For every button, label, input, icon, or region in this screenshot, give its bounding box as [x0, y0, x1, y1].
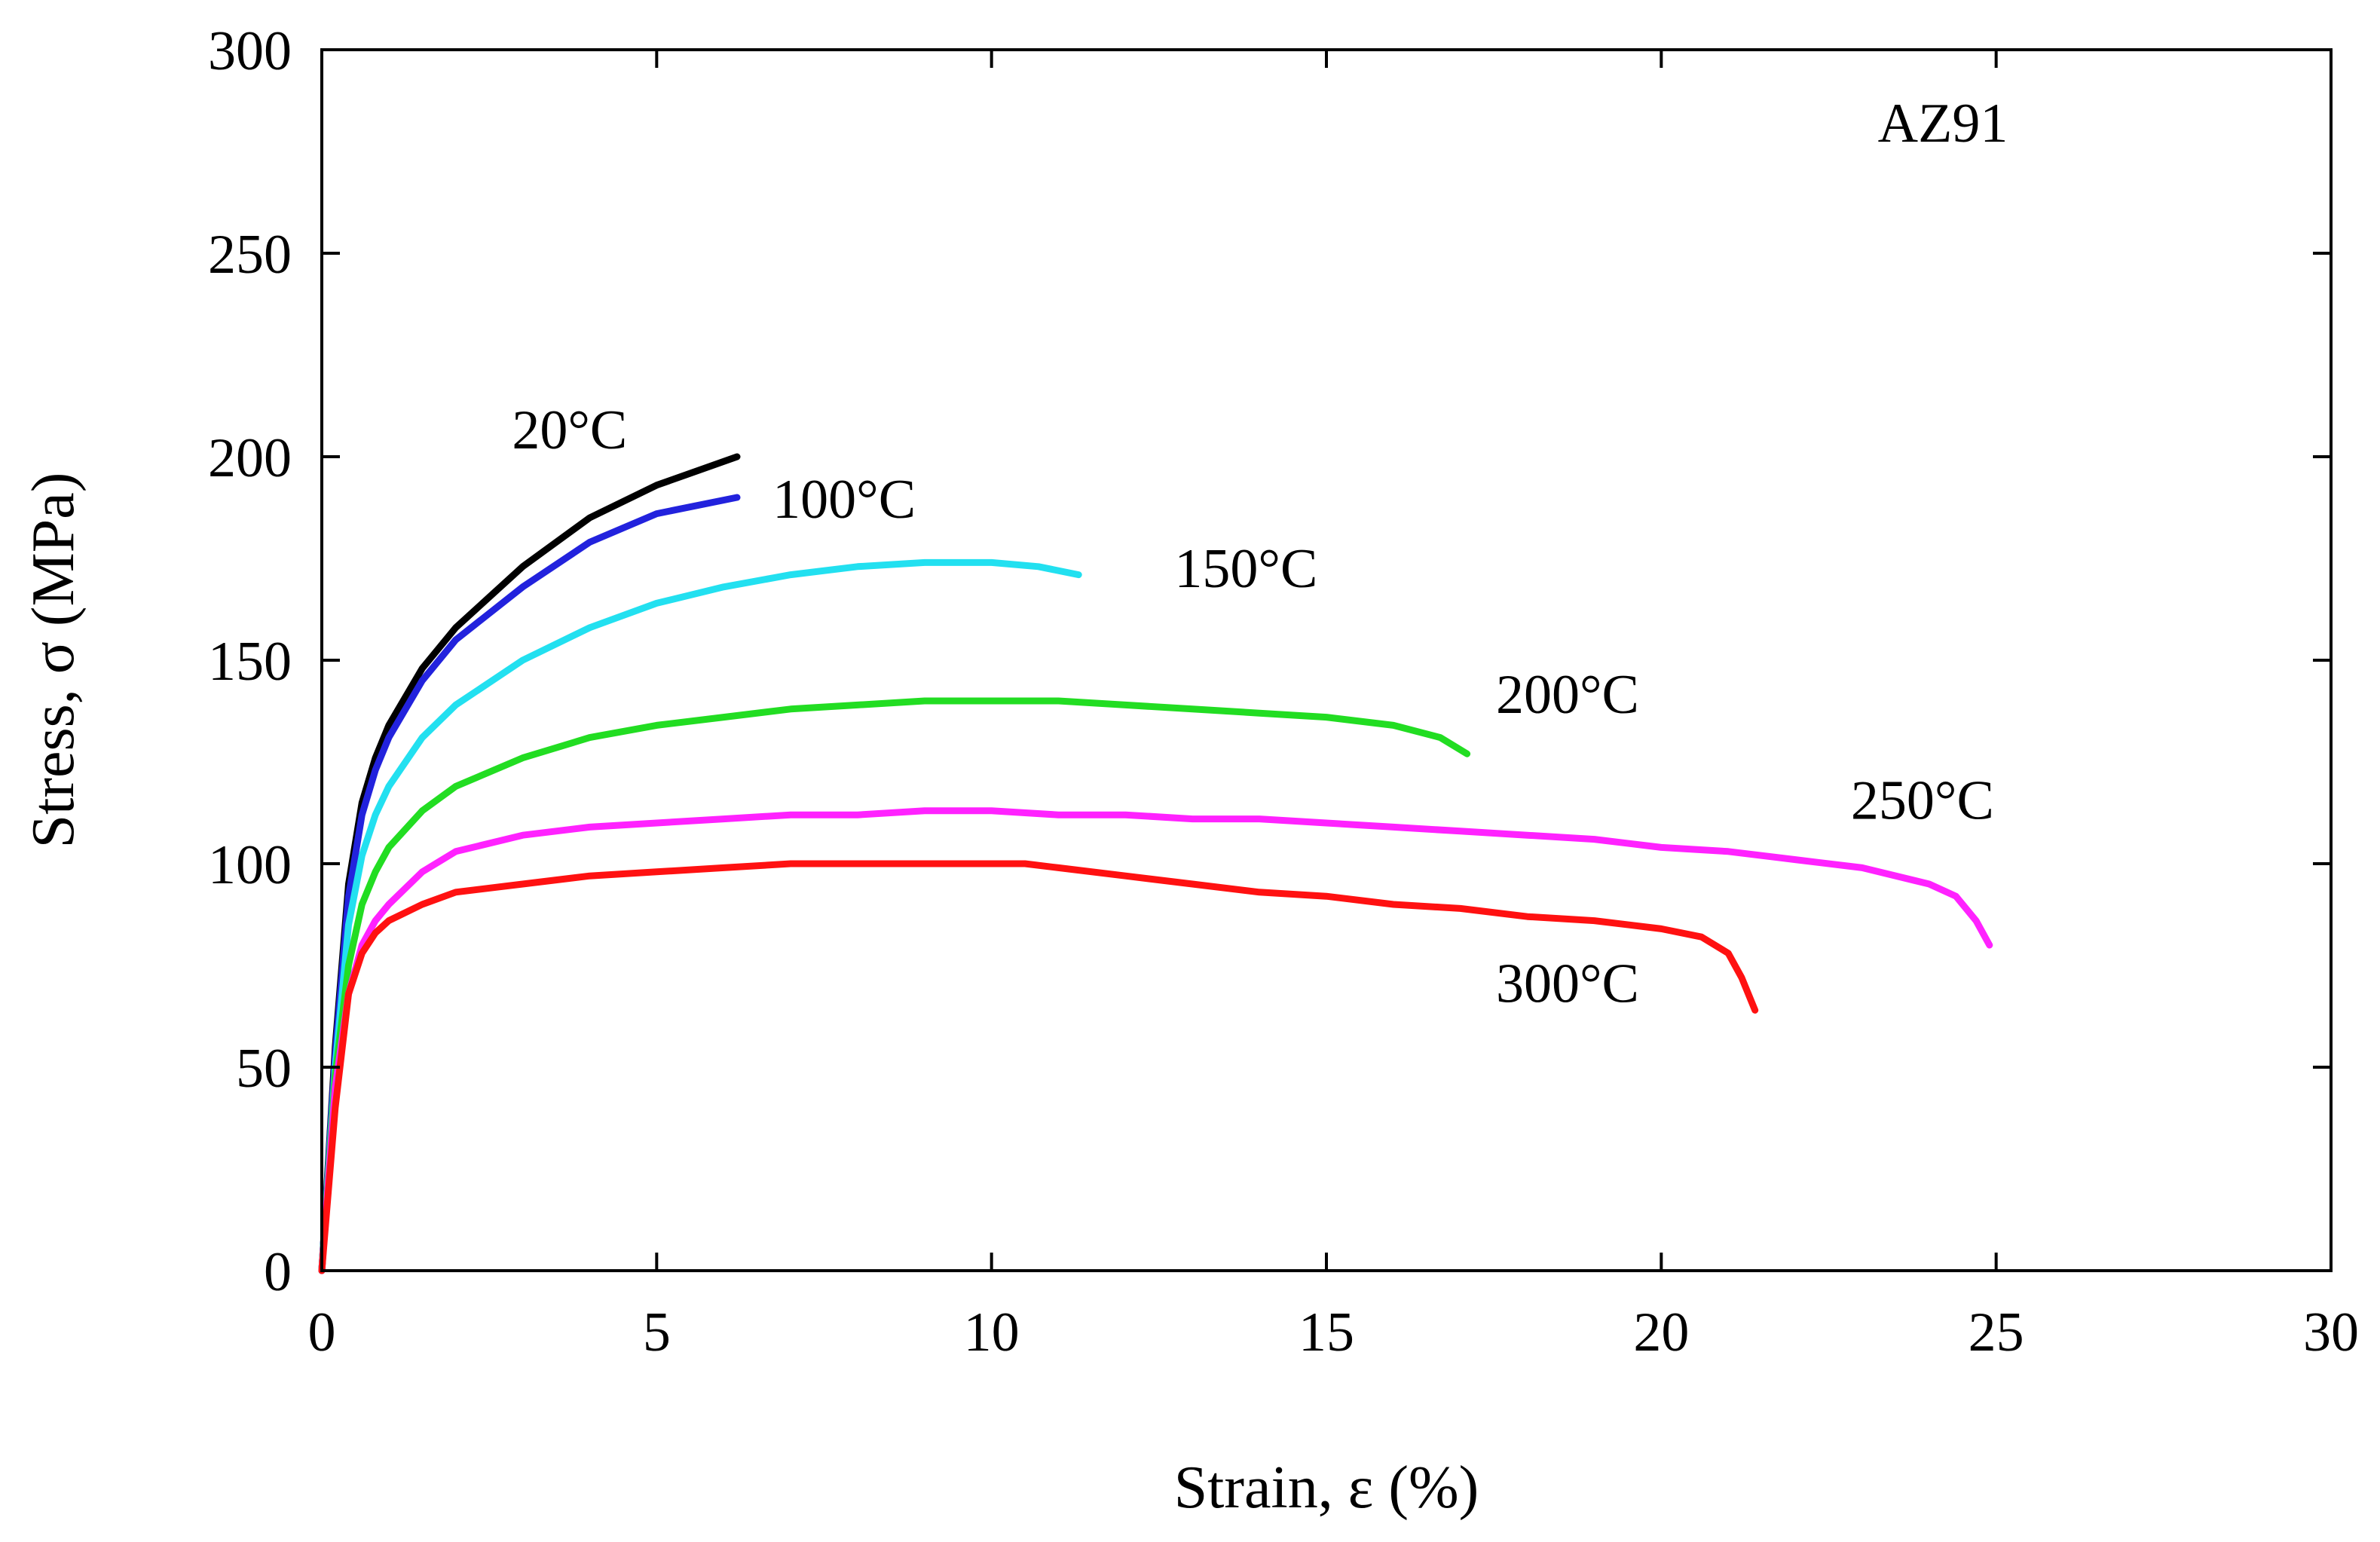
series-label-200c: 200°C: [1496, 664, 1639, 726]
series-label-20c: 20°C: [512, 399, 627, 461]
series-label-100c: 100°C: [772, 469, 916, 531]
y-tick-label: 250: [208, 224, 292, 286]
x-axis-ticks: 0 5 10 15 20 25 30: [308, 50, 2359, 1363]
x-tick-label: 5: [643, 1302, 671, 1363]
series-line-250c: [318, 807, 1993, 1274]
series-line-150c: [318, 558, 1082, 1274]
series-line-200c: [318, 697, 1471, 1274]
y-axis-title: Stress, σ (MPa): [20, 473, 87, 849]
x-tick-label: 25: [1969, 1302, 2024, 1363]
alloy-annotation: AZ91: [1878, 93, 2008, 155]
y-tick-label: 200: [208, 427, 292, 489]
y-tick-label: 150: [208, 631, 292, 693]
series-line-300c: [318, 860, 1759, 1274]
plot-curves: [318, 453, 1993, 1274]
y-tick-label: 0: [264, 1241, 292, 1303]
series-labels: 20°C 100°C 150°C 200°C 250°C 300°C: [512, 399, 1994, 1014]
x-tick-label: 15: [1299, 1302, 1354, 1363]
x-tick-label: 10: [964, 1302, 1020, 1363]
x-tick-label: 20: [1633, 1302, 1689, 1363]
series-label-300c: 300°C: [1496, 953, 1639, 1015]
x-tick-label: 30: [2303, 1302, 2359, 1363]
series-label-150c: 150°C: [1174, 538, 1317, 600]
series-label-250c: 250°C: [1851, 770, 1994, 832]
y-tick-label: 300: [208, 20, 292, 82]
y-axis-ticks: 0 50 100 150 200 250 300: [208, 20, 2331, 1303]
y-tick-label: 100: [208, 834, 292, 896]
x-axis-title: Strain, ε (%): [1174, 1455, 1479, 1521]
x-tick-label: 0: [308, 1302, 336, 1363]
y-tick-label: 50: [236, 1038, 292, 1100]
